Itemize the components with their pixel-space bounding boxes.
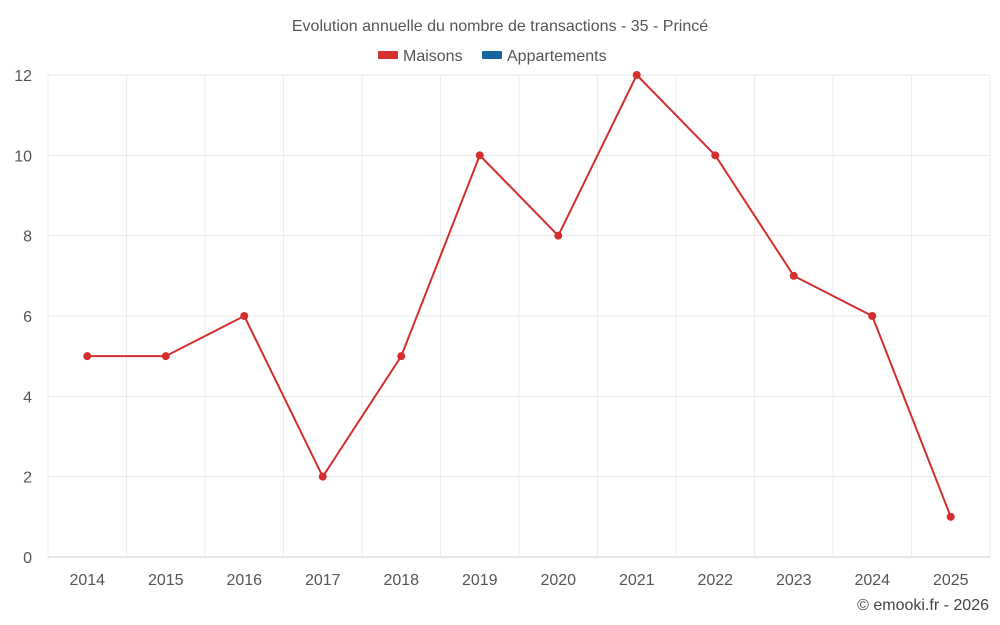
- legend-label-maisons[interactable]: Maisons: [403, 48, 463, 65]
- x-tick-label: 2014: [69, 572, 105, 589]
- y-tick-label: 6: [23, 309, 32, 326]
- x-tick-label: 2024: [854, 572, 890, 589]
- data-point-maisons-2020[interactable]: [554, 231, 563, 240]
- legend-label-appartements[interactable]: Appartements: [507, 48, 607, 65]
- data-point-maisons-2022[interactable]: [711, 151, 720, 160]
- x-tick-label: 2019: [462, 572, 498, 589]
- y-tick-label: 10: [14, 148, 32, 165]
- x-tick-label: 2016: [226, 572, 262, 589]
- y-tick-label: 12: [14, 68, 32, 85]
- x-tick-label: 2021: [619, 572, 655, 589]
- x-tick-label: 2018: [383, 572, 419, 589]
- x-tick-label: 2023: [776, 572, 812, 589]
- y-tick-label: 8: [23, 229, 32, 246]
- legend[interactable]: Maisons Appartements: [378, 48, 607, 65]
- grid: [47, 74, 991, 557]
- x-tick-label: 2022: [697, 572, 733, 589]
- data-point-maisons-2016[interactable]: [240, 312, 249, 320]
- data-point-maisons-2021[interactable]: [632, 71, 641, 79]
- data-point-maisons-2017[interactable]: [318, 472, 327, 481]
- y-tick-label: 0: [23, 550, 32, 567]
- x-tick-label: 2017: [305, 572, 341, 589]
- y-tick-label: 4: [23, 389, 32, 406]
- series-maisons: [83, 71, 955, 521]
- credit: © emooki.fr - 2026: [857, 597, 989, 614]
- data-point-maisons-2019[interactable]: [475, 151, 484, 160]
- x-tick-label: 2025: [933, 572, 969, 589]
- series-line-maisons: [87, 74, 952, 518]
- x-tick-label: 2020: [540, 572, 576, 589]
- data-point-maisons-2025[interactable]: [946, 512, 955, 521]
- x-tick-label: 2015: [148, 572, 184, 589]
- data-point-maisons-2018[interactable]: [397, 352, 406, 361]
- data-point-maisons-2024[interactable]: [868, 312, 877, 320]
- x-axis: 2014 2015 2016 2017 2018 2019 2020 2021 2022 2023…: [48, 556, 990, 589]
- data-point-maisons-2015[interactable]: [161, 352, 170, 361]
- legend-swatch-maisons[interactable]: [378, 51, 398, 59]
- y-axis: 0 2 4 6 8 10 12: [14, 68, 32, 567]
- chart-title: Evolution annuelle du nombre de transact…: [292, 18, 708, 35]
- y-tick-label: 2: [23, 470, 32, 487]
- legend-swatch-appartements[interactable]: [482, 51, 502, 59]
- data-point-maisons-2023[interactable]: [789, 271, 798, 280]
- data-point-maisons-2014[interactable]: [83, 352, 92, 361]
